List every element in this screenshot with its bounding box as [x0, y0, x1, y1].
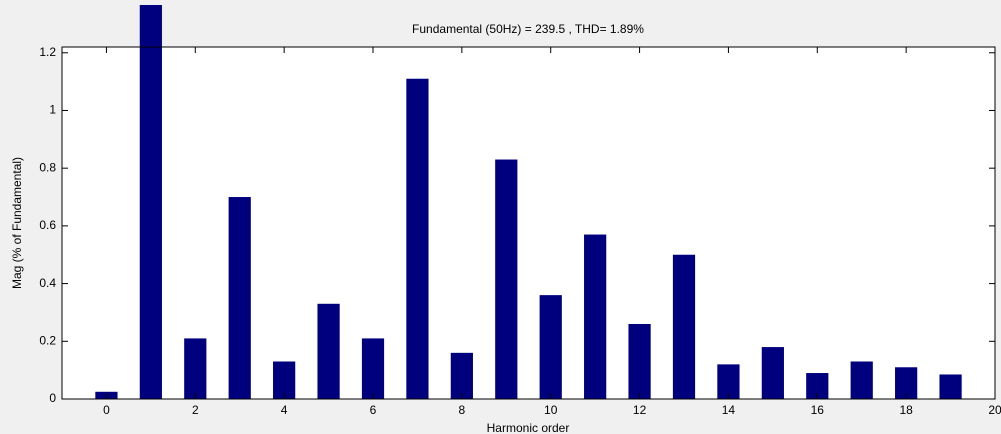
x-tick-label: 2: [192, 403, 199, 417]
bar: [761, 347, 784, 399]
bar: [228, 197, 251, 399]
y-tick-label: 0.4: [39, 276, 56, 290]
y-tick-label: 1: [49, 103, 56, 117]
x-tick-label: 20: [988, 403, 1001, 417]
bar: [450, 352, 473, 399]
bar: [406, 78, 429, 399]
bar: [717, 364, 740, 399]
bar: [361, 338, 385, 399]
x-tick-label: 8: [459, 403, 466, 417]
y-tick-label: 0: [49, 391, 56, 405]
x-tick-label: 16: [811, 403, 825, 417]
bar: [628, 323, 651, 399]
y-tick-label: 1.2: [39, 45, 56, 59]
bar: [895, 367, 918, 399]
x-tick-label: 12: [633, 403, 647, 417]
y-tick-label: 0.2: [39, 333, 56, 347]
y-tick-label: 0.6: [39, 218, 56, 232]
bar: [184, 338, 207, 399]
x-axis-label: Harmonic order: [487, 421, 570, 434]
x-tick-label: 14: [722, 403, 736, 417]
axes-box: [61, 46, 996, 400]
x-tick-label: 4: [281, 403, 288, 417]
x-tick-label: 6: [370, 403, 377, 417]
bar: [139, 5, 162, 399]
plot-area: [62, 47, 995, 399]
bars: [95, 5, 962, 399]
bar: [939, 374, 962, 399]
chart-title: Fundamental (50Hz) = 239.5 , THD= 1.89%: [412, 22, 644, 36]
bar: [806, 373, 829, 399]
y-tick-label: 0.8: [39, 160, 56, 174]
y-axis-label: Mag (% of Fundamental): [10, 157, 24, 289]
x-tick-label: 18: [899, 403, 913, 417]
bar: [672, 254, 696, 399]
bar: [850, 361, 873, 399]
bar: [273, 361, 296, 399]
x-tick-label: 0: [103, 403, 110, 417]
bar: [317, 303, 340, 399]
bar: [584, 234, 607, 399]
x-tick-label: 10: [544, 403, 558, 417]
bar: [495, 159, 518, 399]
bar: [539, 295, 562, 399]
